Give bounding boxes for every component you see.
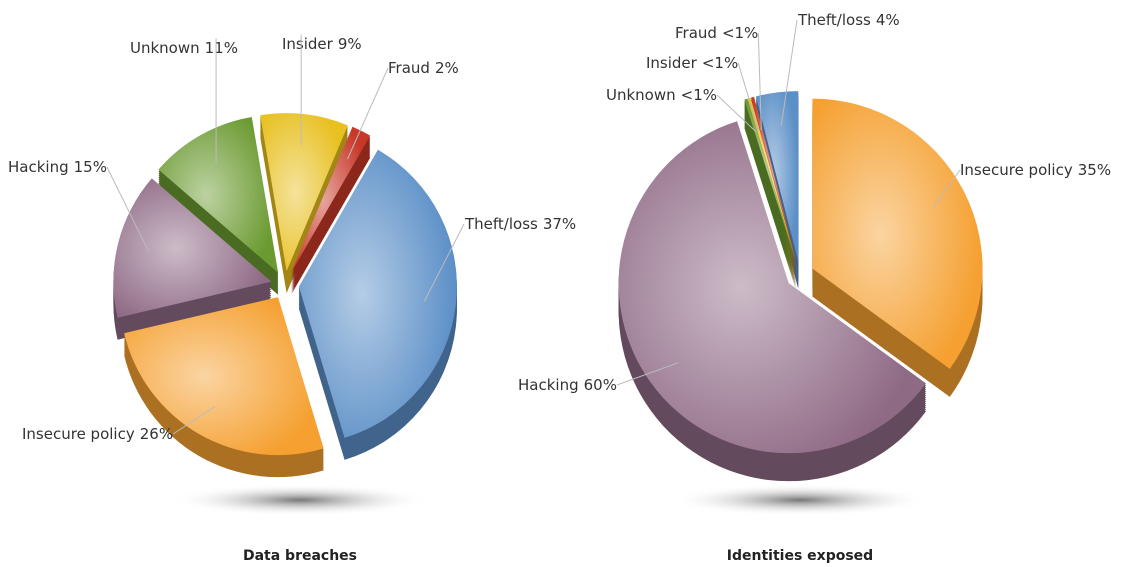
slice-side <box>744 112 796 276</box>
shadow <box>170 484 430 516</box>
slice-shine <box>298 149 457 438</box>
category-label: Unknown <box>130 39 200 57</box>
category-label: Insider <box>282 35 334 53</box>
category-label: Theft/loss <box>464 215 538 233</box>
slice-shine <box>291 126 371 273</box>
slice-side <box>744 106 796 270</box>
leader-line <box>757 32 762 131</box>
slice-side <box>744 110 796 274</box>
category-label: Insecure policy <box>960 161 1073 179</box>
slice-side <box>744 102 796 266</box>
chart-title: Identities exposed <box>727 548 873 564</box>
slice-side <box>744 100 796 264</box>
category-label: Hacking <box>8 158 69 176</box>
slice-label: Insider <1% <box>646 54 738 72</box>
category-label: Unknown <box>606 86 676 104</box>
slice-label: Fraud <1% <box>675 24 758 42</box>
slice-side <box>744 122 796 286</box>
slice-shine <box>750 96 797 262</box>
value-label: 60% <box>584 376 617 394</box>
slice-side <box>744 126 796 290</box>
category-label: Fraud <box>675 24 717 42</box>
category-label: Fraud <box>388 59 430 77</box>
slice-label: Unknown 11% <box>130 39 238 57</box>
value-label: 2% <box>435 59 459 77</box>
value-label: <1% <box>722 24 758 42</box>
leader-line <box>716 94 757 133</box>
slice-label: Insider 9% <box>282 35 362 53</box>
slice-shine <box>158 117 279 273</box>
category-label: Insecure policy <box>22 425 135 443</box>
value-label: 4% <box>876 11 900 29</box>
value-label: 15% <box>74 158 107 176</box>
leader-line <box>346 67 389 160</box>
slice-label: Unknown <1% <box>606 86 717 104</box>
slice-label: Hacking 15% <box>8 158 107 176</box>
shadow <box>670 484 930 516</box>
slice-label: Theft/loss 4% <box>797 11 900 29</box>
leader-line <box>172 406 216 435</box>
leader-line <box>616 362 679 386</box>
slice-shine <box>744 98 796 262</box>
value-label: 9% <box>338 35 362 53</box>
slice-shine <box>260 113 348 272</box>
slice-shine <box>124 297 324 456</box>
slice-label: Insecure policy 35% <box>960 161 1111 179</box>
chart-title: Data breaches <box>243 548 357 564</box>
value-label: 37% <box>543 215 576 233</box>
slice-side <box>744 118 796 282</box>
value-label: 26% <box>140 425 173 443</box>
value-label: <1% <box>681 86 717 104</box>
leader-line <box>780 19 798 127</box>
value-label: 35% <box>1078 161 1111 179</box>
slice-side <box>744 104 796 268</box>
slice-side <box>744 116 796 280</box>
value-label: 11% <box>205 39 238 57</box>
category-label: Insider <box>646 54 698 72</box>
slice-shine <box>812 98 983 369</box>
leader-line <box>933 169 961 208</box>
slice-label: Insecure policy 26% <box>22 425 173 443</box>
leader-line <box>424 223 465 302</box>
value-label: <1% <box>702 54 738 72</box>
slice-label: Theft/loss 37% <box>464 215 576 233</box>
leader-line <box>106 166 150 252</box>
slice-label: Hacking 60% <box>518 376 617 394</box>
category-label: Hacking <box>518 376 579 394</box>
slice-side <box>744 124 796 288</box>
slice-side <box>744 120 796 284</box>
slice-shine <box>618 121 926 454</box>
leader-line <box>737 62 760 131</box>
slice-shine <box>747 97 797 262</box>
slice-label: Fraud 2% <box>388 59 459 77</box>
category-label: Theft/loss <box>797 11 871 29</box>
slice-shine <box>755 91 799 262</box>
slice-side <box>744 108 796 272</box>
slice-shine <box>113 178 272 318</box>
slice-side <box>744 114 796 278</box>
